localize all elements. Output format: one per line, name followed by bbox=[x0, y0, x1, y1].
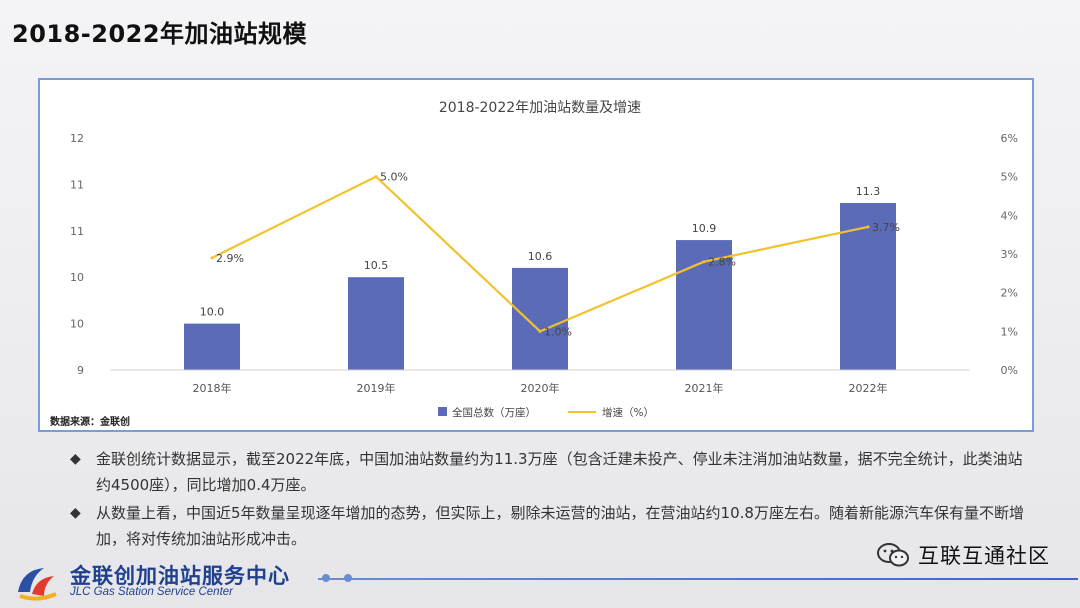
bar-data-label: 10.9 bbox=[692, 222, 717, 235]
bar-data-label: 10.0 bbox=[200, 306, 225, 319]
line-point bbox=[866, 225, 870, 229]
line-data-label: 5.0% bbox=[380, 171, 408, 184]
legend-label-line: 增速（%） bbox=[602, 406, 654, 419]
logo-mark-icon bbox=[18, 568, 57, 601]
diamond-icon: ◆ bbox=[70, 505, 81, 521]
y-right-tick-label: 6% bbox=[1001, 132, 1018, 145]
bullet-item: ◆ 从数量上看，中国近5年数量呈现逐年增加的态势，但实际上，剔除未运营的油站，在… bbox=[70, 500, 1030, 552]
bullet-list: ◆ 金联创统计数据显示，截至2022年底，中国加油站数量约为11.3万座（包含迁… bbox=[70, 446, 1030, 554]
bar bbox=[512, 267, 568, 370]
line-data-label: 2.9% bbox=[216, 252, 244, 265]
y-right-tick-label: 4% bbox=[1001, 209, 1018, 222]
line-data-label: 1.0% bbox=[544, 325, 572, 338]
company-logo: 金联创加油站服务中心 JLC Gas Station Service Cente… bbox=[14, 560, 314, 604]
y-right-tick-label: 0% bbox=[1001, 364, 1018, 377]
x-tick-label: 2021年 bbox=[685, 381, 724, 395]
line-point bbox=[210, 256, 214, 260]
x-tick-label: 2022年 bbox=[849, 381, 888, 395]
bar-data-label: 11.3 bbox=[856, 185, 881, 198]
wechat-icon bbox=[877, 543, 909, 567]
chart-title: 2018-2022年加油站数量及增速 bbox=[439, 100, 641, 116]
watermark-text: 互联互通社区 bbox=[918, 544, 1050, 568]
x-tick-label: 2019年 bbox=[357, 381, 396, 395]
line-data-label: 3.7% bbox=[872, 221, 900, 234]
bar bbox=[348, 277, 404, 370]
line-point bbox=[374, 175, 378, 179]
y-left-tick-label: 11 bbox=[70, 178, 84, 191]
line-point bbox=[538, 329, 542, 333]
y-left-tick-label: 9 bbox=[77, 364, 84, 377]
x-tick-label: 2020年 bbox=[521, 381, 560, 395]
logo-text-cn: 金联创加油站服务中心 bbox=[70, 564, 290, 588]
legend-swatch-bar bbox=[438, 407, 447, 416]
slide-title: 2018-2022年加油站规模 bbox=[12, 20, 308, 48]
y-left-tick-label: 10 bbox=[70, 271, 84, 284]
line-point bbox=[702, 260, 706, 264]
bar bbox=[184, 323, 240, 370]
y-right-tick-label: 2% bbox=[1001, 287, 1018, 300]
y-left-tick-label: 12 bbox=[70, 132, 84, 145]
diamond-icon: ◆ bbox=[70, 451, 81, 467]
y-left-tick-label: 11 bbox=[70, 225, 84, 238]
y-left-tick-label: 10 bbox=[70, 318, 84, 331]
bullet-text: 从数量上看，中国近5年数量呈现逐年增加的态势，但实际上，剔除未运营的油站，在营油… bbox=[96, 504, 1024, 548]
legend-label-bar: 全国总数（万座） bbox=[452, 406, 536, 419]
bullet-text: 金联创统计数据显示，截至2022年底，中国加油站数量约为11.3万座（包含迁建未… bbox=[96, 450, 1023, 494]
y-right-tick-label: 3% bbox=[1001, 248, 1018, 261]
combo-chart: 2018-2022年加油站数量及增速 9 10 10 11 11 12 0% 1% 2% 3% 4% 5… bbox=[70, 100, 1018, 419]
y-right-tick-label: 1% bbox=[1001, 325, 1018, 338]
line-data-label: 2.8% bbox=[708, 256, 736, 269]
x-tick-label: 2018年 bbox=[193, 381, 232, 395]
watermark: 互联互通社区 bbox=[876, 540, 1050, 570]
logo-text-en: JLC Gas Station Service Center bbox=[70, 586, 233, 598]
footer-divider bbox=[318, 578, 1078, 580]
bullet-item: ◆ 金联创统计数据显示，截至2022年底，中国加油站数量约为11.3万座（包含迁… bbox=[70, 446, 1030, 498]
chart-frame: 2018-2022年加油站数量及增速 9 10 10 11 11 12 0% 1% 2% 3% 4% 5… bbox=[38, 78, 1034, 432]
y-right-tick-label: 5% bbox=[1001, 171, 1018, 184]
bar-data-label: 10.6 bbox=[528, 250, 553, 263]
source-note: 数据来源：金联创 bbox=[50, 417, 130, 428]
bar-data-label: 10.5 bbox=[364, 259, 389, 272]
